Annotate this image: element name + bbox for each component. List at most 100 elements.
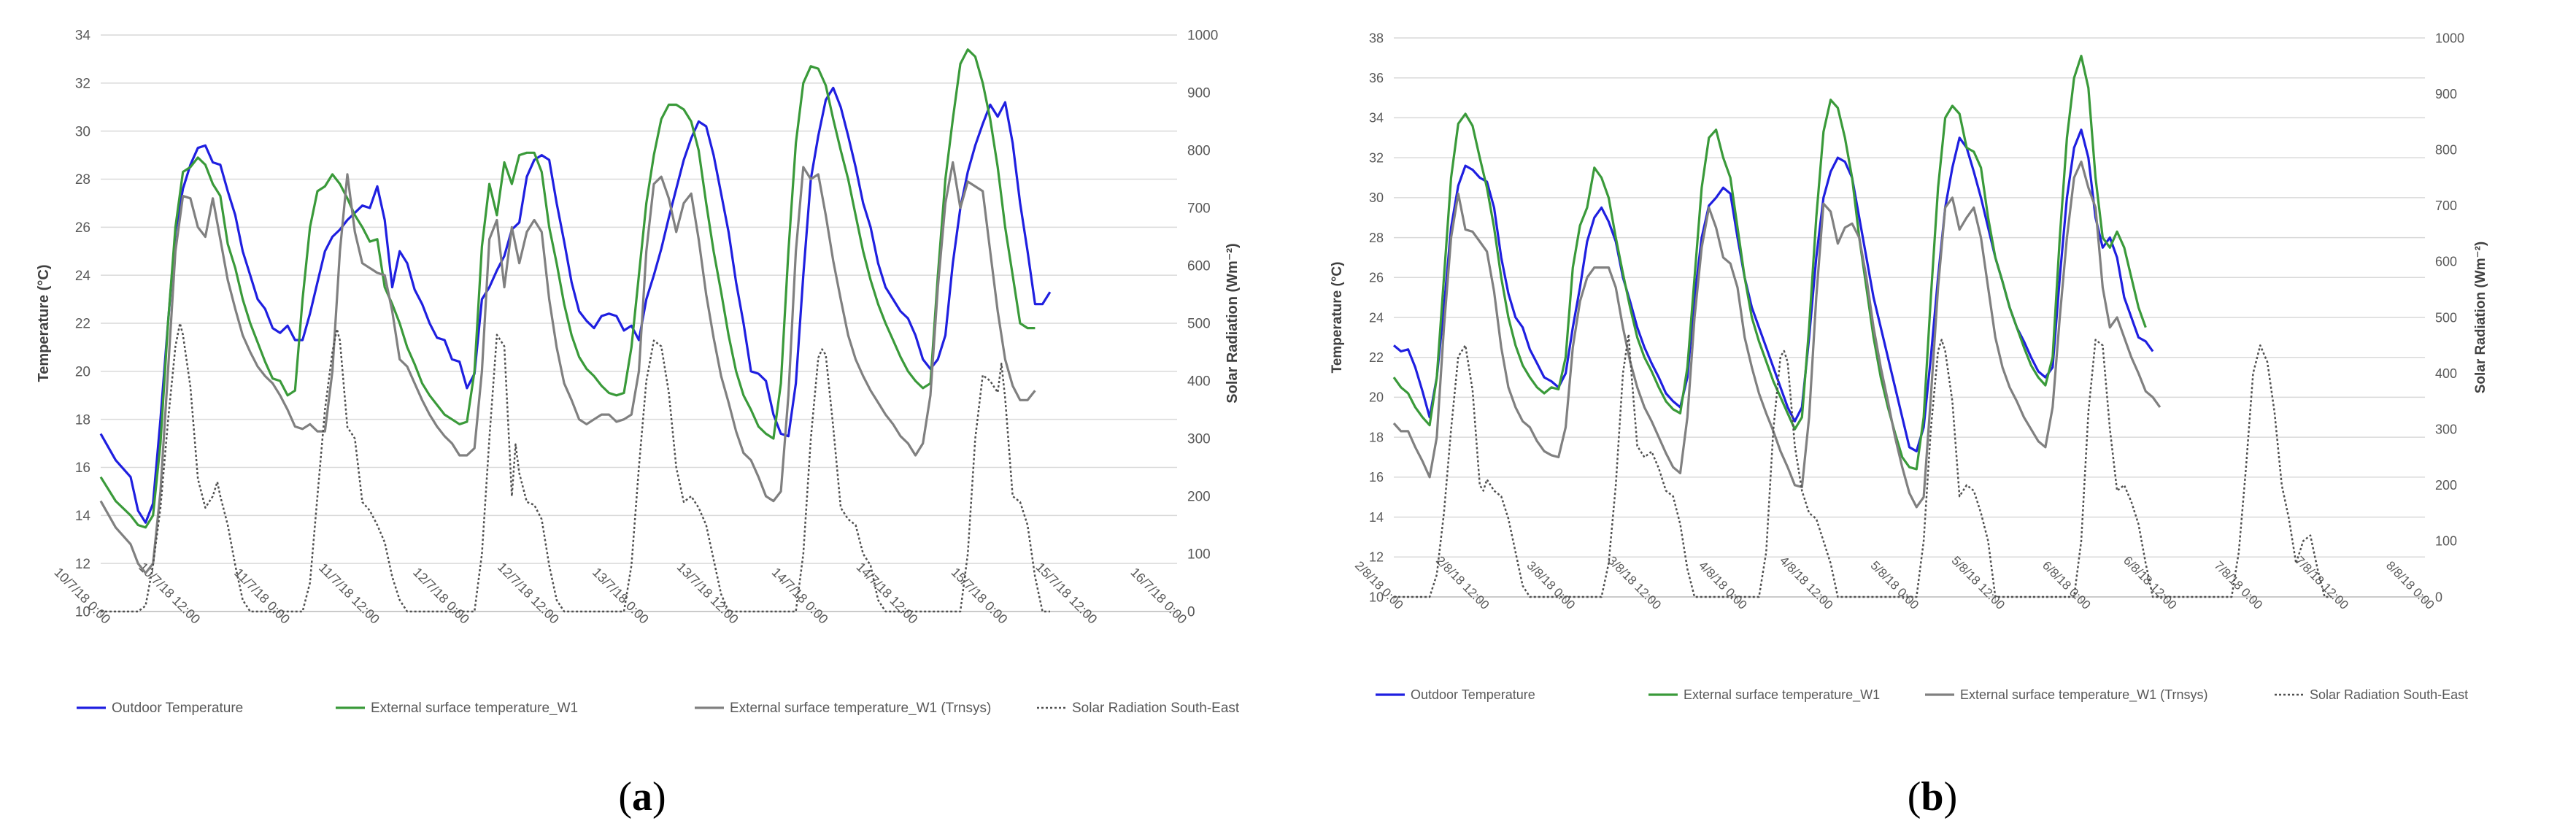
legend-label: External surface temperature_W1 (1684, 687, 1880, 703)
y2-tick-label: 700 (1187, 201, 1211, 217)
y2-tick-label: 800 (1187, 144, 1211, 159)
y2-tick-label: 200 (1187, 490, 1211, 505)
y2-tick-label: 600 (1187, 259, 1211, 274)
x-tick-label: 5/8/18 0:00 (1868, 558, 1922, 612)
x-tick-label: 5/8/18 12:00 (1949, 554, 2008, 612)
legend-label: Solar Radiation South-East (1072, 701, 1240, 716)
y2-tick-label: 100 (1187, 547, 1211, 563)
y-tick-label: 26 (1369, 271, 1384, 285)
y2-tick-label: 500 (1187, 317, 1211, 332)
y-tick-label: 16 (1369, 470, 1384, 485)
x-tick-label: 14/7/18 12:00 (854, 560, 921, 627)
legend-label: External surface temperature_W1 (Trnsys) (1960, 687, 2207, 703)
y2-axis-title: Solar Radiation (Wm⁻²) (1225, 243, 1241, 403)
y2-tick-label: 1000 (1187, 28, 1218, 44)
y-tick-label: 22 (75, 317, 90, 332)
y-axis-title: Temperature (°C) (1330, 262, 1345, 374)
x-tick-label: 3/8/18 0:00 (1524, 558, 1578, 612)
caption-letter: b (1921, 774, 1943, 819)
x-tick-label: 13/7/18 0:00 (590, 565, 652, 627)
chart-panel-b: 10 12 14 16 18 20 22 24 26 28 30 32 34 36 38 0 100 200 300… (1330, 31, 2488, 819)
x-tick-label: 10/7/18 12:00 (136, 560, 203, 627)
panel-caption: (b) (1908, 774, 1957, 819)
y-tick-label: 24 (1369, 310, 1384, 325)
y2-tick-label: 300 (1187, 432, 1211, 447)
series-line-1 (99, 86, 1052, 524)
y2-tick-label: 0 (2435, 590, 2442, 604)
y-tick-label: 20 (75, 364, 90, 379)
y-tick-label: 20 (1369, 390, 1384, 405)
y2-tick-label: 400 (2435, 366, 2457, 381)
legend-label: External surface temperature_W1 (371, 701, 578, 716)
y-tick-label: 12 (1369, 550, 1384, 565)
x-tick-label: 3/8/18 12:00 (1605, 554, 1664, 612)
y-tick-label: 14 (1369, 510, 1384, 525)
x-tick-label: 4/8/18 0:00 (1696, 558, 1750, 612)
y-tick-label: 10 (1369, 590, 1384, 604)
x-tick-label: 12/7/18 0:00 (410, 565, 472, 627)
y2-tick-label: 600 (2435, 255, 2457, 269)
y-tick-label: 34 (1369, 111, 1384, 126)
y2-tick-label: 700 (2435, 198, 2457, 213)
y-tick-label: 16 (75, 460, 90, 476)
y2-tick-label: 400 (1187, 374, 1211, 390)
y-tick-label: 30 (1369, 190, 1384, 205)
y-tick-label: 32 (75, 76, 90, 91)
x-tick-label: 6/8/18 0:00 (2040, 558, 2094, 612)
y-tick-label: 22 (1369, 350, 1384, 365)
y-tick-label: 30 (75, 124, 90, 139)
y-tick-label: 38 (1369, 31, 1384, 45)
y-tick-label: 14 (75, 509, 91, 524)
y-tick-label: 32 (1369, 150, 1384, 165)
legend: Outdoor Temperature External surface temp… (77, 701, 1240, 716)
y2-tick-label: 200 (2435, 478, 2457, 493)
y-tick-label: 12 (75, 557, 90, 572)
x-tick-label: 2/8/18 12:00 (1433, 554, 1492, 612)
x-tick-label: 12/7/18 12:00 (495, 560, 562, 627)
legend-label: External surface temperature_W1 (Trnsys) (730, 701, 991, 716)
caption-letter: a (632, 774, 652, 819)
y2-tick-label: 500 (2435, 310, 2457, 325)
y2-tick-label: 300 (2435, 423, 2457, 437)
legend-label: Outdoor Temperature (1411, 687, 1535, 702)
chart-panel-a: 10 12 14 16 18 20 22 24 26 28 30 32 34 0 100 200 300 400 5… (36, 28, 1241, 819)
y-tick-label: 36 (1369, 71, 1384, 85)
y2-axis-title: Solar Radiation (Wm⁻²) (2473, 242, 2488, 393)
series-line-2 (1392, 55, 2147, 471)
legend-label: Outdoor Temperature (112, 701, 243, 716)
x-tick-label: 16/7/18 0:00 (1127, 565, 1189, 627)
y2-tick-label: 900 (1187, 86, 1211, 101)
x-tick-label: 11/7/18 12:00 (316, 560, 382, 627)
y2-tick-label: 900 (2435, 87, 2457, 101)
x-tick-label: 7/8/18 0:00 (2212, 558, 2266, 612)
x-tick-label: 8/8/18 0:00 (2383, 558, 2437, 612)
y-tick-label: 10 (75, 605, 90, 620)
caption-close-paren: ) (1944, 774, 1958, 819)
y-tick-label: 28 (1369, 231, 1384, 245)
y-tick-label: 28 (75, 172, 90, 188)
y-tick-label: 18 (75, 412, 90, 428)
x-tick-label: 15/7/18 0:00 (949, 565, 1011, 627)
y2-tick-label: 800 (2435, 143, 2457, 158)
x-tick-label: 15/7/18 12:00 (1033, 560, 1100, 627)
series-line-3 (99, 161, 1036, 574)
legend: Outdoor Temperature External surface temp… (1376, 687, 2468, 703)
caption-open-paren: ( (1908, 774, 1921, 819)
panel-caption: (a) (618, 774, 666, 819)
y-axis-title: Temperature (°C) (36, 265, 52, 382)
y2-tick-label: 1000 (2435, 31, 2464, 45)
x-tick-label: 13/7/18 12:00 (674, 560, 741, 627)
y2-tick-label: 100 (2435, 534, 2457, 549)
series-line-1 (1392, 128, 2154, 452)
series-line-3 (1392, 161, 2162, 509)
y-tick-label: 34 (75, 28, 91, 44)
series-line-4 (1394, 333, 2332, 598)
caption-close-paren: ) (652, 774, 666, 819)
y-tick-label: 18 (1369, 430, 1384, 444)
legend-label: Solar Radiation South-East (2310, 687, 2468, 702)
y2-tick-label: 0 (1187, 605, 1195, 620)
series-line-2 (99, 48, 1036, 529)
y-tick-label: 24 (75, 269, 91, 284)
